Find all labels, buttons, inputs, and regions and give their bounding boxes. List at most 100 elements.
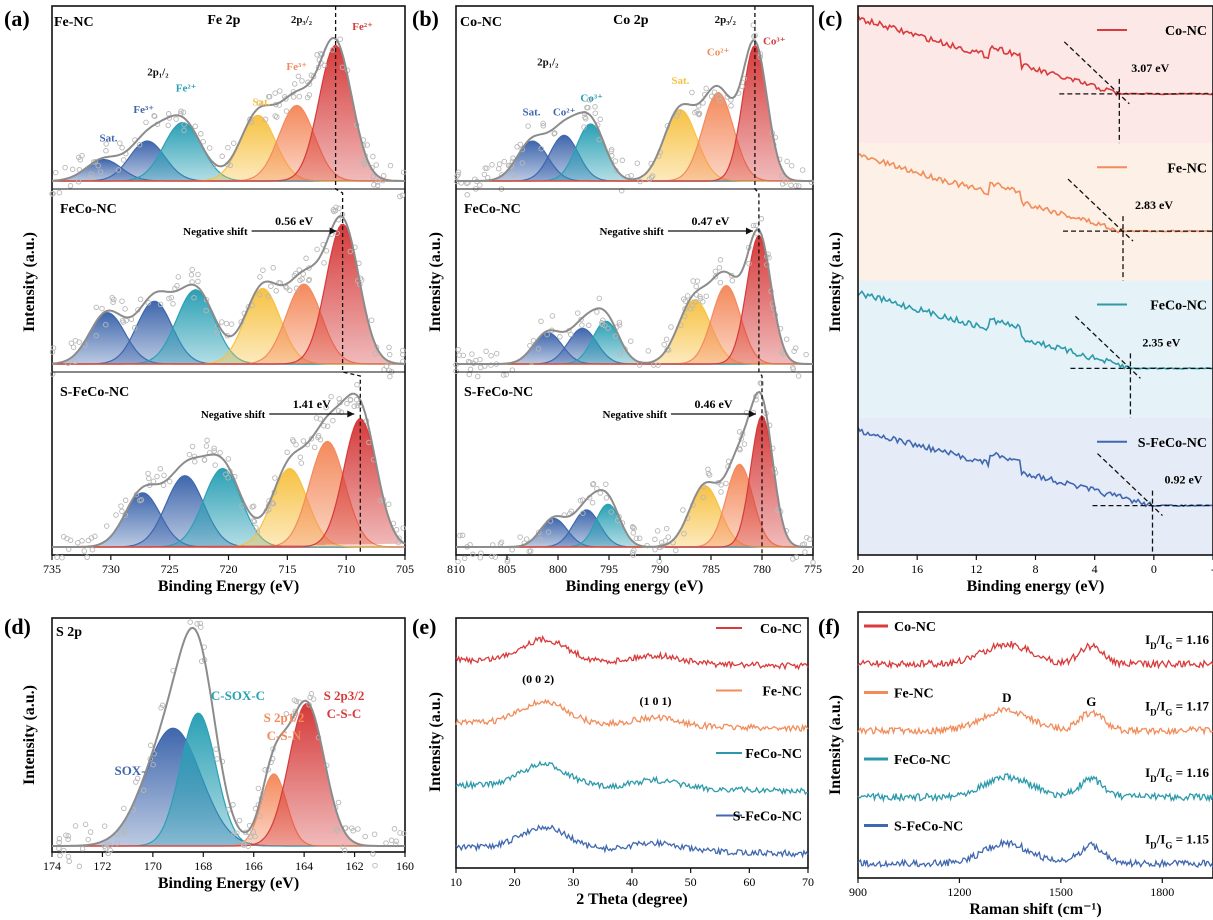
panel-b-ylabel: Intensity (a.u.) — [427, 232, 444, 332]
panel-a-xtick-label: 730 — [102, 562, 120, 576]
panel-b-shift-value: 0.46 eV — [695, 397, 733, 411]
panel-c-xtick-label: 12 — [970, 562, 982, 576]
panel-a-row1-peak — [52, 223, 406, 365]
panel-b-row0-peak — [456, 44, 813, 182]
panel-a-row2-data-point — [385, 501, 392, 507]
panel-b-row1-data-point — [661, 341, 667, 348]
panel-b-row2-envelope — [456, 390, 813, 548]
panel-d-data-point — [355, 826, 361, 832]
panel-a-row0-data-point — [387, 162, 394, 169]
panel-b-row2-data-point — [718, 489, 724, 495]
panel-b-row1-envelope — [456, 227, 813, 365]
panel-a-row1-data-point — [99, 305, 105, 312]
panel-a-row0-data-point — [291, 81, 298, 87]
panel-e-legend-label: S-FeCo-NC — [733, 810, 802, 825]
panel-f-ratio-value: = 1.17 — [1172, 699, 1209, 714]
panel-b-row0-data-point — [501, 158, 508, 165]
panel-c-band — [858, 143, 1213, 281]
panel-f-ratio: ID/IG = 1.17 — [1145, 699, 1209, 718]
panel-a-row2-data-point — [272, 475, 278, 481]
panel-b-row1-data-point — [682, 298, 689, 304]
panel-b-row0-data-point — [779, 173, 785, 179]
panel-a-row1-data-point — [296, 267, 302, 273]
panel-a-row0-data-point — [192, 123, 198, 130]
panel-a-row2-data-point — [189, 443, 196, 450]
panel-a-row0-data-point — [262, 116, 269, 123]
panel-d-data-point — [56, 839, 62, 846]
panel-d-data-point — [65, 833, 71, 839]
panel-b-row0-data-point — [799, 167, 806, 173]
panel-a-row0-data-point — [247, 116, 253, 122]
panel-a-row0-data-point — [50, 190, 56, 197]
panel-a-row1-data-point — [68, 340, 75, 346]
panel-b-row0-data-point — [728, 103, 734, 109]
panel-a-row2-data-point — [145, 470, 151, 477]
panel-a-row2-envelope — [52, 392, 406, 548]
panel-d-data-point — [197, 624, 204, 630]
panel-b-row2-data-point — [636, 535, 643, 542]
panel-a-row0-data-point — [304, 94, 311, 101]
panel-b-row1-data-point — [690, 278, 696, 284]
panel-a-row0-data-point — [364, 142, 370, 148]
panel-a-peak-label: Fe²⁺ — [176, 82, 197, 94]
panel-a-row2-data-point — [89, 546, 96, 553]
panel-b-row1-data-point — [596, 295, 603, 302]
panel-a-row2-data-point — [284, 449, 290, 456]
panel-a-row1-data-point — [131, 325, 138, 331]
panel-b-row0-data-point — [538, 145, 544, 152]
panel-a-row2-data-point — [59, 554, 65, 561]
panel-b-row2-data-point — [656, 558, 662, 565]
panel-d-data-point — [140, 787, 147, 793]
panel-b-sample-label: FeCo-NC — [464, 202, 521, 217]
panel-b-row1-data-point — [645, 348, 652, 354]
panel-a-row2-data-point — [201, 456, 208, 463]
panel-a-peak-label: Fe²⁺ — [352, 21, 373, 33]
panel-b-row0-data-point — [717, 97, 723, 104]
panel-b-row1-data-point — [466, 371, 472, 378]
panel-b-row0-data-point — [648, 174, 655, 181]
panel-b-row2-data-point — [545, 529, 552, 535]
panel-a-row1-data-point — [93, 332, 99, 339]
panel-d-data-point — [66, 858, 72, 865]
panel-a-row1-data-point — [297, 277, 303, 284]
panel-b-row1-data-point — [758, 215, 765, 222]
panel-b-xtick-label: 805 — [498, 562, 516, 576]
panel-b-row2-data-point — [590, 481, 597, 487]
panel-a-row1-data-point — [368, 317, 375, 323]
panel-a-row0-data-point — [397, 193, 403, 200]
panel-b-row2-data-point — [630, 530, 637, 536]
panel-a-xtick-label: 710 — [337, 562, 355, 576]
panel-b-guide-line — [754, 6, 763, 555]
panel-a-sample-label: S-FeCo-NC — [60, 385, 129, 400]
panel-d-frame — [51, 617, 406, 853]
panel-f-ratio-slash: /I — [1156, 699, 1166, 714]
panel-b-row1-data-point — [746, 260, 752, 267]
panel-e-xtick-label: 20 — [509, 875, 521, 889]
panel-a-row1-data-point — [219, 319, 225, 325]
panel-b-row2-data-point — [509, 547, 515, 553]
panel-b-row1-data-point — [792, 345, 799, 351]
panel-e-legend-label: Fe-NC — [762, 685, 802, 700]
panel-b-shift-value: 0.47 eV — [691, 214, 729, 228]
panel-d-title: S 2p — [56, 625, 82, 640]
panel-a-row0-data-point — [173, 116, 179, 122]
panel-a-row1-data-point — [387, 373, 393, 380]
panel-f-series-line — [857, 838, 1213, 869]
panel-c-series-line — [857, 427, 1213, 508]
panel-a-row2-data-point — [154, 473, 160, 480]
panel-f-ratio-sub: G — [1165, 774, 1172, 784]
panel-d-data-point — [57, 852, 63, 859]
panel-b-row2-data-point — [608, 509, 614, 515]
panel-e-series-line — [455, 634, 809, 671]
panel-f-ylabel: Intensity (a.u.) — [827, 695, 844, 795]
panel-a-row0-data-point — [181, 121, 187, 128]
panel-b-row1-data-point — [544, 331, 550, 338]
panel-b-row0-data-point — [540, 120, 546, 127]
panel-a-row1-data-point — [137, 296, 144, 303]
panel-b-row2-data-point — [663, 525, 670, 532]
panel-d-data-point — [76, 863, 83, 870]
panel-b-row0-data-point — [454, 173, 460, 179]
panel-b-row1-data-point — [703, 293, 710, 299]
panel-a-row1-data-point — [72, 358, 78, 365]
panel-b-row0-data-point — [517, 141, 524, 148]
